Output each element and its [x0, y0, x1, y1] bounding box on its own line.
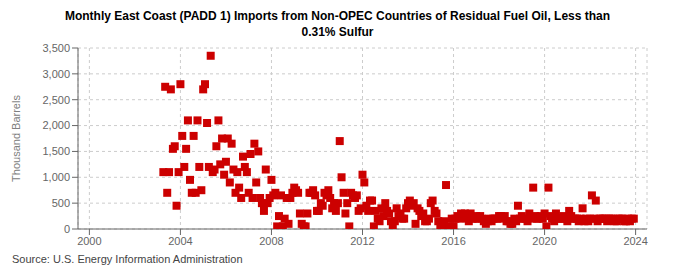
svg-text:Thousand Barrels: Thousand Barrels	[10, 95, 22, 182]
svg-text:2004: 2004	[168, 235, 192, 247]
svg-text:500: 500	[52, 197, 70, 209]
svg-text:0: 0	[64, 223, 70, 235]
svg-text:2,500: 2,500	[42, 94, 70, 106]
svg-text:1,500: 1,500	[42, 145, 70, 157]
html-text:Source: U.S. Energy Informatio: Source: U.S. Energy Information Administ…	[12, 253, 243, 265]
svg-text:2024: 2024	[623, 235, 647, 247]
svg-text:3,000: 3,000	[42, 68, 70, 80]
svg-text:2008: 2008	[259, 235, 283, 247]
svg-text:2012: 2012	[350, 235, 374, 247]
svg-text:2016: 2016	[441, 235, 465, 247]
svg-text:2020: 2020	[532, 235, 556, 247]
html-text:Monthly East Coast (PADD 1) Im: Monthly East Coast (PADD 1) Imports from…	[64, 9, 611, 39]
svg-text:2,000: 2,000	[42, 119, 70, 131]
svg-text:1,000: 1,000	[42, 171, 70, 183]
svg-text:3,500: 3,500	[42, 42, 70, 54]
svg-text:2000: 2000	[77, 235, 101, 247]
